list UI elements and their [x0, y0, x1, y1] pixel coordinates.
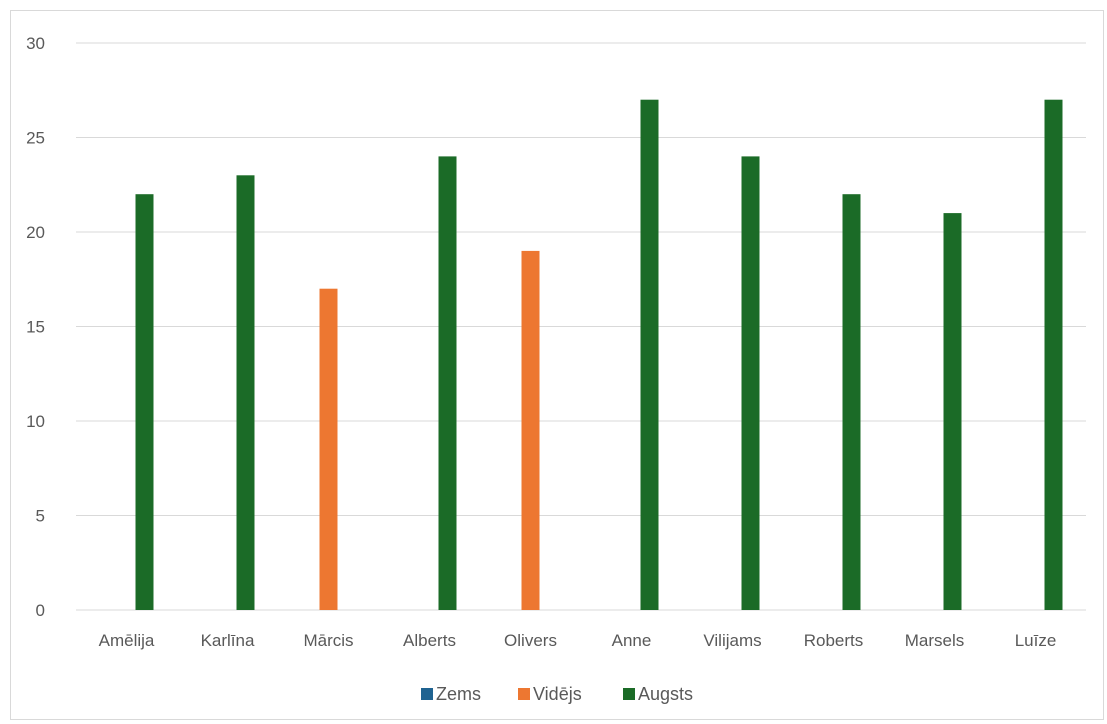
legend-swatch-vidējs — [518, 688, 530, 700]
x-axis-ticks: Amēlija Karlīna Mārcis Alberts Olivers Anne Vi… — [99, 631, 1057, 650]
bar-augsts-1 — [236, 175, 255, 611]
x-tick-label: Amēlija — [99, 631, 155, 650]
x-tick-label: Roberts — [804, 631, 864, 650]
legend: Zems Vidējs Augsts — [421, 684, 693, 704]
bar-augsts-6 — [741, 156, 760, 610]
legend-label: Vidējs — [533, 684, 582, 704]
y-tick-label: 0 — [36, 601, 45, 620]
y-tick-label: 10 — [26, 412, 45, 431]
chart-frame — [10, 10, 1104, 720]
x-tick-label: Vilijams — [703, 631, 761, 650]
x-tick-label: Alberts — [403, 631, 456, 650]
x-tick-label: Luīze — [1015, 631, 1057, 650]
bar-augsts-5 — [640, 99, 659, 610]
x-tick-label: Marsels — [905, 631, 965, 650]
bar-vidējs-4 — [521, 250, 540, 610]
y-tick-label: 25 — [26, 129, 45, 148]
legend-swatch-augsts — [623, 688, 635, 700]
legend-label: Zems — [436, 684, 481, 704]
legend-label: Augsts — [638, 684, 693, 704]
legend-swatch-zems — [421, 688, 433, 700]
bar-vidējs-2 — [319, 288, 338, 610]
bar-augsts-9 — [1044, 99, 1063, 610]
y-tick-label: 20 — [26, 223, 45, 242]
x-tick-label: Karlīna — [201, 631, 255, 650]
gridlines — [76, 42, 1086, 611]
x-tick-label: Olivers — [504, 631, 557, 650]
bars — [135, 99, 1063, 611]
y-axis-ticks: 0 5 10 15 20 25 30 — [26, 34, 45, 620]
y-tick-label: 30 — [26, 34, 45, 53]
y-tick-label: 15 — [26, 318, 45, 337]
bar-augsts-3 — [438, 156, 457, 610]
y-tick-label: 5 — [36, 507, 45, 526]
x-tick-label: Mārcis — [303, 631, 353, 650]
bar-augsts-7 — [842, 194, 861, 610]
bar-augsts-0 — [135, 194, 154, 610]
x-tick-label: Anne — [612, 631, 652, 650]
bar-augsts-8 — [943, 213, 962, 610]
